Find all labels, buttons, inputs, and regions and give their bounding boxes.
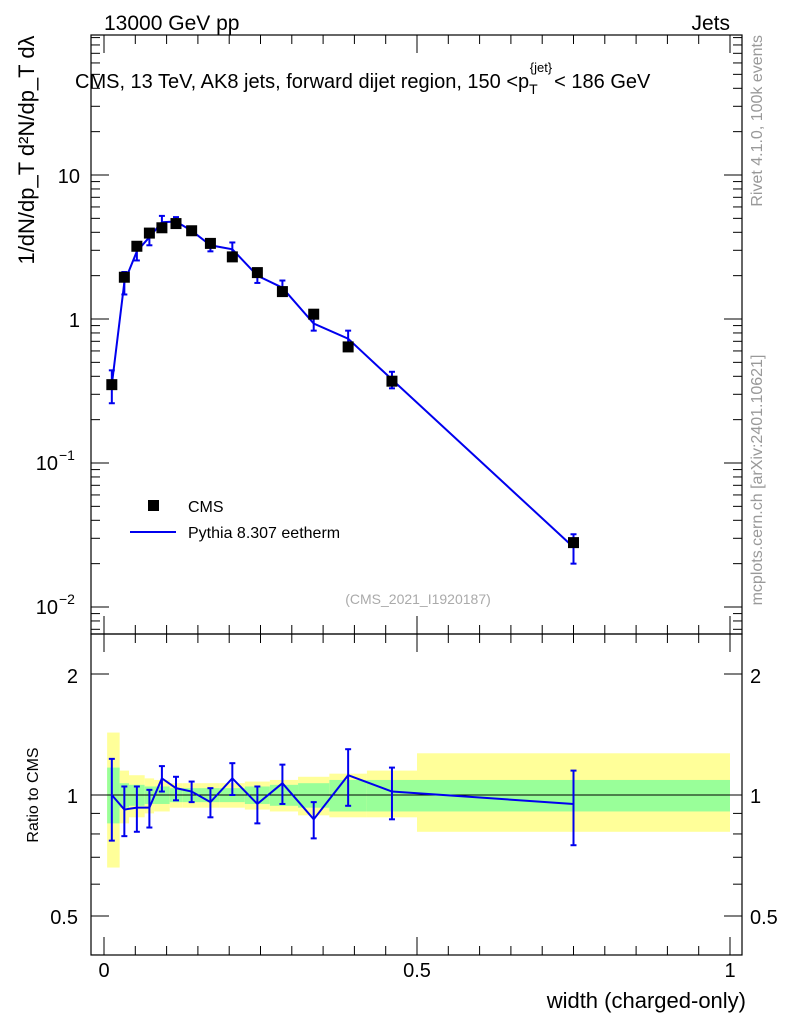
cms-point [204,237,216,249]
header-right: Jets [691,12,730,35]
xtick-labels: 0 0.5 1 [98,960,735,982]
rivet-label: Rivet 4.1.0, 100k events [749,35,766,207]
mc-line [110,220,575,548]
cms-point [386,375,398,387]
ratio-ytick-2: 2 [67,666,78,688]
ytick-label-0p1: 10 [36,453,58,475]
main-frame [90,34,743,635]
xtick-label-0p5: 0.5 [403,960,431,982]
xtick-label-0: 0 [98,960,109,982]
cms-point [106,379,118,391]
ytick-label-0p01-exp: −2 [59,591,75,607]
ratio-ytick-0p5-right: 0.5 [750,907,778,929]
cms-point [308,308,320,320]
cms-point [143,227,155,239]
cms-point [342,341,354,353]
legend: CMS Pythia 8.307 eetherm [130,499,340,542]
cms-point [170,218,182,230]
ytick-label-10: 10 [58,166,80,188]
ytick-label-0p01-base: 10 [36,597,58,619]
xtick-label-1: 1 [724,960,735,982]
plot-title-sup: {jet} [530,60,553,75]
mcplots-label: mcplots.cern.ch [arXiv:2401.10621] [749,355,766,606]
watermark: (CMS_2021_I1920187) [345,591,491,607]
cms-point [156,222,168,234]
plot-title-tail: < 186 GeV [554,71,651,93]
cms-point [226,251,238,263]
ratio-panel [90,633,743,956]
legend-marker-cms [148,500,159,511]
cms-point [131,240,143,252]
cms-point [186,225,198,237]
ratio-ylabel: Ratio to CMS [25,747,42,842]
ratio-ytick-labels: 2 1 0.5 2 1 0.5 [50,666,778,929]
header-left: 13000 GeV pp [104,12,239,35]
main-ylabel: 1/dN/dp_T d²N/dp_T dλ [14,35,39,264]
cms-point [568,537,579,549]
ratio-ytick-2-right: 2 [750,666,761,688]
ratio-ytick-1-right: 1 [750,786,761,808]
cms-point [118,271,130,283]
xlabel: width (charged-only) [546,988,746,1013]
cms-point [251,267,263,279]
plot-title-main: CMS, 13 TeV, AK8 jets, forward dijet reg… [75,71,529,93]
ratio-ytick-1: 1 [67,786,78,808]
ytick-label-0p1-base: 10 [36,453,58,475]
ytick-label-0p1-exp: −1 [59,447,75,463]
legend-label-pythia: Pythia 8.307 eetherm [188,525,340,542]
plot-title: CMS, 13 TeV, AK8 jets, forward dijet reg… [75,60,651,97]
ratio-ytick-0p5: 0.5 [50,907,78,929]
ytick-label-0p01: 10 [36,597,58,619]
ytick-label-1: 1 [69,310,80,332]
cms-point [276,286,288,298]
ratio-bands [107,732,730,868]
plot-title-sub: T [529,81,538,97]
main-ytick-labels: 10 1 10 −1 10 −2 [36,166,80,619]
legend-label-cms: CMS [188,499,224,516]
